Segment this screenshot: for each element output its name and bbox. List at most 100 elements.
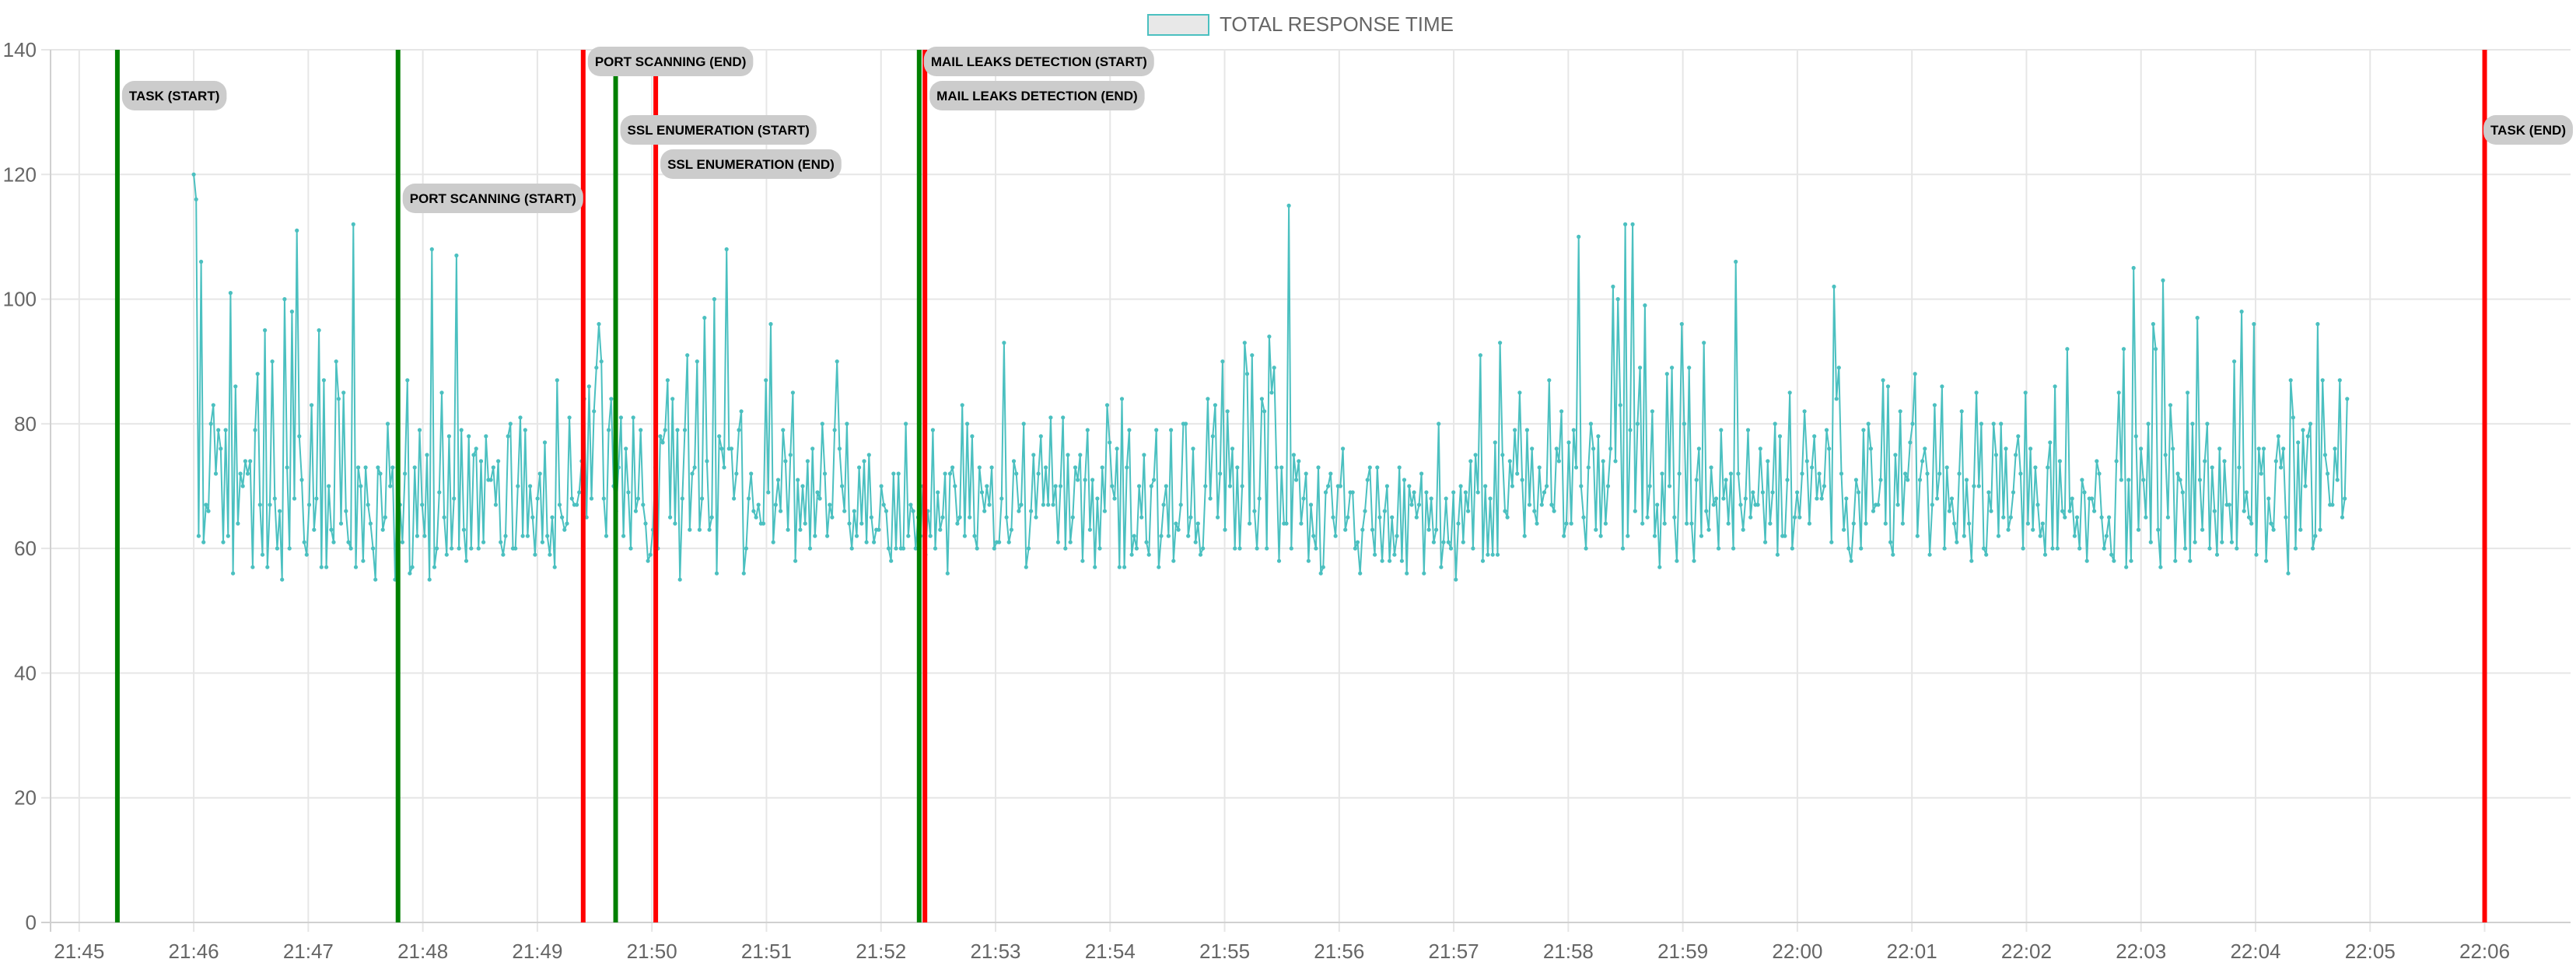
data-point[interactable] [2291,415,2295,420]
data-point[interactable] [1751,490,1755,495]
data-point[interactable] [2330,502,2335,507]
data-point[interactable] [2133,434,2138,439]
legend[interactable]: TOTAL RESPONSE TIME [1147,12,1454,36]
data-point[interactable] [1748,515,1753,520]
data-point[interactable] [1048,415,1053,420]
data-point[interactable] [287,546,292,551]
data-point[interactable] [1530,446,1535,451]
data-point[interactable] [1066,453,1070,457]
data-point[interactable] [1949,496,1955,501]
data-point[interactable] [1395,534,1399,538]
data-point[interactable] [452,496,457,501]
data-point[interactable] [2217,446,2222,451]
data-point[interactable] [2077,546,2082,551]
data-point[interactable] [788,453,793,457]
data-point[interactable] [2210,465,2214,470]
data-point[interactable] [1252,509,1257,513]
data-point[interactable] [1112,496,1117,501]
data-point[interactable] [837,446,842,451]
data-point[interactable] [1984,552,1989,557]
data-point[interactable] [845,422,849,426]
data-point[interactable] [840,484,845,488]
data-point[interactable] [528,484,533,488]
data-point[interactable] [1169,428,1174,432]
data-point[interactable] [1409,502,1414,507]
data-point[interactable] [1670,366,1675,370]
data-point[interactable] [1989,509,1993,513]
data-point[interactable] [1483,484,1488,488]
data-point[interactable] [1603,521,1608,526]
data-point[interactable] [1193,540,1198,544]
data-point[interactable] [773,502,778,507]
data-point[interactable] [1834,397,1839,401]
data-point[interactable] [1274,465,1279,470]
data-point[interactable] [1822,484,1826,488]
data-point[interactable] [2182,546,2188,551]
data-point[interactable] [2286,571,2291,576]
data-point[interactable] [1024,565,1028,569]
data-point[interactable] [2165,515,2170,520]
data-point[interactable] [682,428,688,432]
data-point[interactable] [1392,552,1397,557]
data-point[interactable] [2220,540,2224,544]
data-point[interactable] [2197,478,2202,482]
data-point[interactable] [1586,465,1591,470]
data-point[interactable] [1539,502,1544,507]
data-point[interactable] [1777,434,1783,439]
data-point[interactable] [1014,471,1019,476]
data-point[interactable] [272,496,277,501]
data-point[interactable] [702,316,707,320]
data-point[interactable] [879,484,884,488]
data-point[interactable] [1286,203,1291,208]
data-point[interactable] [1102,509,1107,513]
data-point[interactable] [1920,459,1925,464]
data-point[interactable] [1900,521,1905,526]
data-point[interactable] [289,310,294,314]
data-point[interactable] [1967,521,1972,526]
data-point[interactable] [2063,515,2067,520]
data-point[interactable] [1318,571,1323,576]
data-point[interactable] [363,465,368,470]
data-point[interactable] [491,465,495,470]
data-point[interactable] [1414,515,1419,520]
data-point[interactable] [1390,515,1395,520]
data-point[interactable] [1100,465,1104,470]
data-point[interactable] [213,471,219,476]
data-point[interactable] [1151,478,1157,482]
data-point[interactable] [1333,534,1338,538]
data-point[interactable] [1225,409,1230,414]
data-point[interactable] [1038,434,1043,439]
data-point[interactable] [2067,509,2072,513]
data-point[interactable] [970,434,975,439]
data-point[interactable] [446,434,452,439]
data-point[interactable] [1573,465,1579,470]
data-point[interactable] [2129,558,2133,563]
data-point[interactable] [854,534,859,538]
data-point[interactable] [2193,540,2197,544]
data-point[interactable] [319,565,324,569]
data-point[interactable] [257,502,262,507]
data-point[interactable] [1407,484,1412,488]
data-point[interactable] [1915,534,1920,538]
data-point[interactable] [832,428,837,432]
data-point[interactable] [270,359,275,364]
data-point[interactable] [1213,403,1217,408]
data-point[interactable] [1183,422,1188,426]
data-point[interactable] [1265,546,1269,551]
data-point[interactable] [2296,440,2301,445]
data-point[interactable] [499,540,503,544]
data-point[interactable] [835,359,839,364]
data-point[interactable] [1399,558,1404,563]
data-point[interactable] [783,459,788,464]
data-point[interactable] [2333,446,2337,451]
data-point[interactable] [383,515,387,520]
data-point[interactable] [979,490,985,495]
data-point[interactable] [2340,515,2345,520]
data-point[interactable] [2102,546,2106,551]
data-point[interactable] [1736,471,1741,476]
data-point[interactable] [1486,552,1490,557]
data-point[interactable] [1503,509,1507,513]
data-point[interactable] [775,478,781,482]
data-point[interactable] [817,496,822,501]
data-point[interactable] [1218,471,1223,476]
